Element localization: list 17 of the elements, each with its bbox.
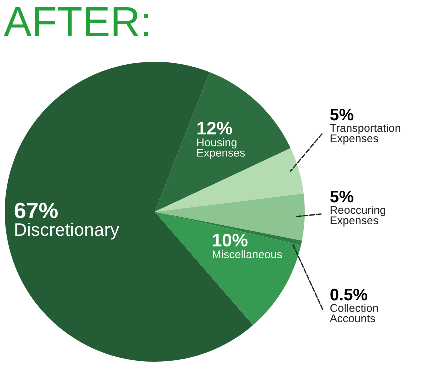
- data-label: 67%: [14, 202, 58, 219]
- slice-label: Housing Expenses: [198, 138, 246, 160]
- pie-slice: [155, 212, 302, 326]
- slice-label: Collection Accounts: [330, 304, 378, 323]
- data-label: 12%: [198, 122, 232, 135]
- slice-label: Reoccuring Expenses: [330, 206, 386, 227]
- slice-label: Miscellaneous: [213, 250, 282, 259]
- pie-slice: [155, 212, 302, 246]
- data-label: 5%: [330, 190, 354, 203]
- pie-slice: [155, 72, 291, 212]
- data-label: 0.5%: [330, 288, 368, 301]
- data-label: 5%: [330, 108, 354, 121]
- slice-label: Transportation Expenses: [330, 124, 401, 145]
- data-label: 10%: [213, 234, 248, 247]
- slice-label: Discretionary: [16, 222, 120, 240]
- chart-title: AFTER:: [4, 8, 148, 36]
- pie-slice: [155, 148, 304, 212]
